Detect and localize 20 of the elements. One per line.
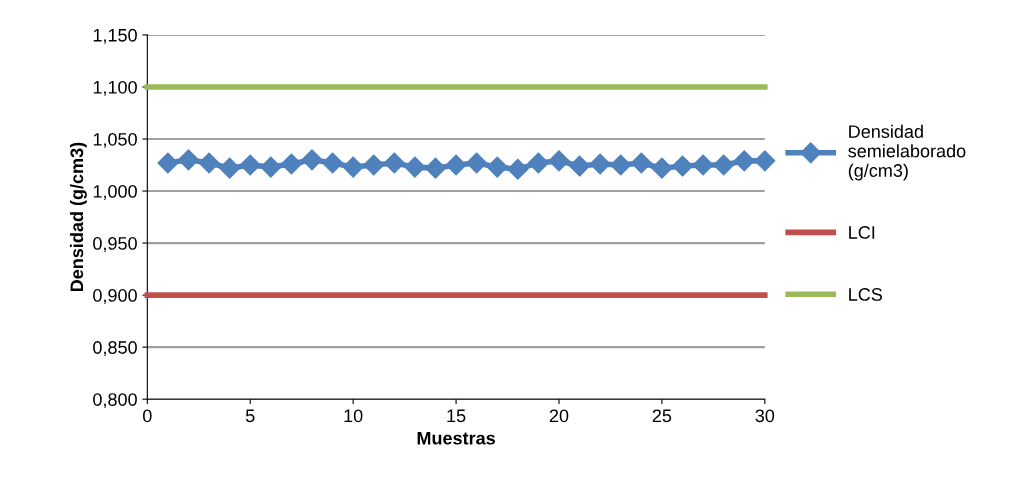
y-tick-label: 1,150 [93, 28, 137, 44]
x-tick-label: 20 [549, 409, 569, 423]
y-tick-label: 1,050 [93, 132, 137, 148]
legend-label: LCS [849, 288, 883, 301]
y-tick-label: 0,950 [93, 237, 137, 252]
y-axis-title: Densidad (g/cm3) [69, 142, 87, 292]
y-tick-label: 1,100 [93, 80, 137, 96]
x-tick-label: 30 [755, 409, 775, 423]
y-tick-label: 0,850 [93, 341, 137, 357]
x-axis-title: Muestras [417, 431, 495, 445]
x-tick-label: 10 [344, 409, 363, 423]
x-tick-label: 5 [245, 409, 255, 423]
legend-label: Densidad semielaborado (g/cm3) [848, 124, 966, 181]
y-tick-label: 0,800 [93, 393, 137, 409]
y-tick-label: 0,900 [93, 289, 137, 304]
x-tick-label: 0 [143, 409, 152, 423]
y-tick-label: 1,000 [93, 184, 137, 200]
legend-label: LCI [849, 226, 875, 239]
x-tick-label: 25 [652, 409, 672, 423]
x-tick-label: 15 [447, 409, 466, 423]
